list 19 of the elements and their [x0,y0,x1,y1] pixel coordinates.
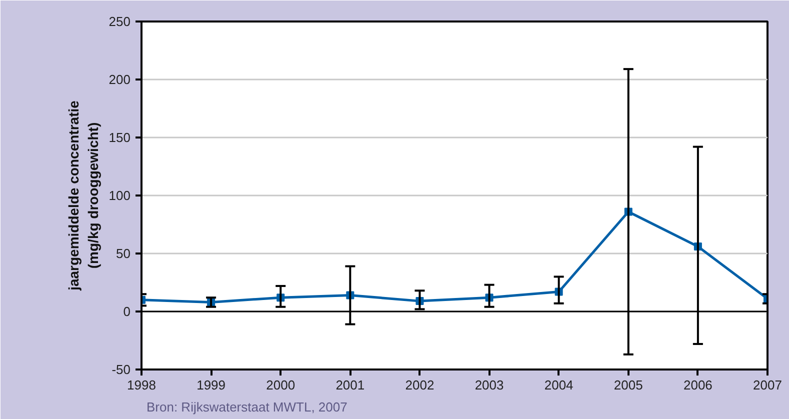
x-tick-label: 2005 [614,378,643,392]
x-tick-label: 2006 [683,378,712,392]
x-tick-label: 2004 [544,378,574,392]
y-tick-label: 150 [108,130,131,145]
x-tick-label: 2000 [266,378,296,392]
y-tick-label: 50 [116,246,131,261]
x-tick-label: 2003 [474,378,504,392]
y-tick-label: 200 [108,72,131,87]
y-tick-label: 100 [108,188,131,203]
x-tick-label: 1999 [196,378,226,392]
y-tick-label: 0 [123,304,131,319]
y-tick-label: -50 [112,362,131,377]
x-tick-label: 2007 [753,378,782,392]
x-tick-label: 2001 [336,378,365,392]
x-tick-label: 2002 [405,378,434,392]
text: Bron: Rijkswaterstaat MWTL, 2007 [146,400,348,414]
y-tick-label: 250 [108,14,131,29]
x-tick-label: 1998 [127,378,156,392]
y-axis-title: jaargemiddelde concentratie (mg/kg drooggewicht) [66,100,101,292]
